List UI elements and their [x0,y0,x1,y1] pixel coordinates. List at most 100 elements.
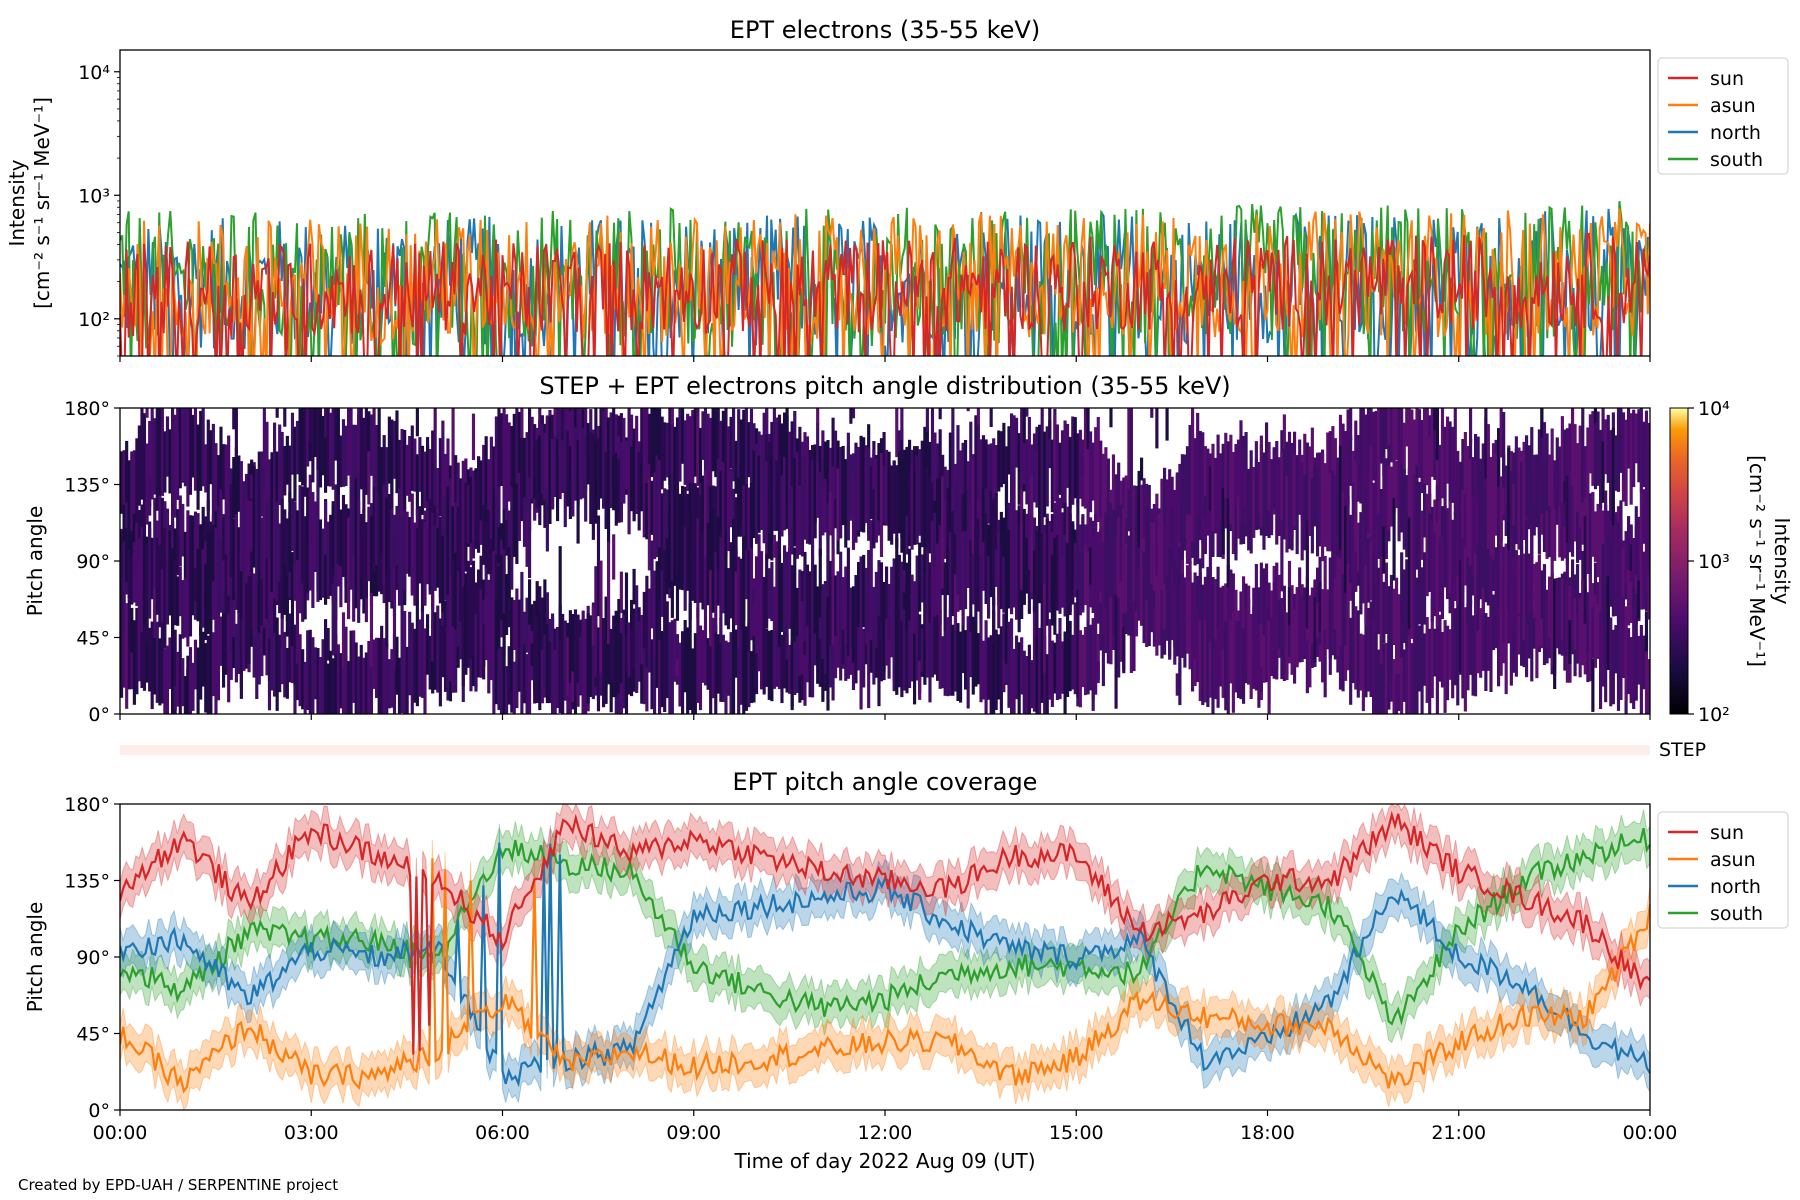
heatmap-cell [364,522,368,599]
heatmap-cell [502,492,506,594]
heatmap-cell [1091,618,1095,700]
heatmap-cell [1486,474,1490,550]
heatmap-cell [1203,446,1207,497]
heatmap-cell [1323,590,1327,698]
heatmap-cell [193,639,198,690]
heatmap-cell [839,454,843,539]
heatmap-cell [1002,613,1006,659]
x-tick-label: 15:00 [1049,1122,1104,1144]
heatmap-cell [1313,465,1317,527]
heatmap-cell [1379,408,1383,464]
heatmap-cell [1451,600,1455,699]
heatmap-cell [703,408,708,486]
heatmap-cell [645,408,649,487]
heatmap-cell [497,648,501,710]
heatmap-cell [158,544,162,628]
heatmap-cell [293,426,297,502]
heatmap-cell [849,454,853,517]
heatmap-cell [441,598,445,678]
heatmap-cell [451,547,455,627]
heatmap-cell [1596,603,1600,659]
heatmap-cell [168,530,172,616]
heatmap-cell [408,611,412,696]
heatmap-cell [357,656,361,714]
heatmap-cell [280,451,284,490]
heatmap-cell [1614,512,1618,617]
heatmap-cell [956,558,960,609]
heatmap-cell [1038,503,1042,604]
heatmap-cell [844,566,848,644]
heatmap-cell [209,529,213,624]
heatmap-cell [1178,575,1182,677]
heatmap-cell [173,686,177,710]
heatmap-cell [443,600,448,692]
heatmap-cell [739,419,743,526]
heatmap-cell [1035,636,1039,714]
heatmap-cell [823,581,827,674]
heatmap-cell [772,534,776,558]
heatmap-cell [257,602,261,685]
heatmap-cell [1188,448,1192,515]
heatmap-cell [964,440,968,541]
heatmap-cell [1252,587,1256,689]
heatmap-cell [808,571,812,677]
heatmap-cell [719,420,723,484]
heatmap-cell [142,413,147,510]
heatmap-cell [726,426,731,483]
heatmap-cell [1163,552,1167,630]
heatmap-cell [1214,638,1218,700]
heatmap-cell [994,629,998,710]
heatmap-cell [219,426,223,523]
heatmap-cell [869,520,873,631]
heatmap-cell [150,408,154,500]
heatmap-cell [423,628,427,714]
heatmap-cell [783,545,787,633]
heatmap-cell [331,658,335,714]
heatmap-cell [1537,554,1541,647]
heatmap-cell [426,512,430,585]
heatmap-cell [974,621,978,687]
heatmap-cell [857,446,861,531]
heatmap-cell [1012,415,1016,521]
heatmap-cell [1474,459,1478,554]
heatmap-cell [354,477,358,583]
heatmap-cell [1265,613,1269,683]
heatmap-cell [737,639,741,714]
heatmap-cell [747,487,751,566]
heatmap-cell [1030,476,1034,593]
heatmap-cell [1583,462,1587,557]
heatmap-cell [834,575,838,636]
heatmap-cell [492,487,496,545]
heatmap-cell [987,524,991,588]
heatmap-cell [1361,634,1365,712]
heatmap-cell [257,451,261,539]
heatmap-cell [1407,620,1411,714]
heatmap-cell [1530,524,1534,612]
heatmap-cell [120,589,124,698]
heatmap-cell [1226,564,1230,656]
heatmap-cell [273,490,277,599]
heatmap-cell [1280,451,1284,526]
heatmap-cell [334,484,338,584]
heatmap-cell [1122,477,1126,534]
heatmap-cell [999,544,1003,610]
heatmap-cell [905,446,909,516]
heatmap-cell [265,612,269,676]
panel1-xaxis [119,356,1651,362]
heatmap-cell [1188,425,1192,456]
heatmap-cell [872,453,876,544]
heatmap-cell [448,478,453,579]
heatmap-cell [492,551,496,649]
heatmap-cell [668,476,672,574]
heatmap-cell [716,634,720,694]
series-line-sun [120,810,1650,1055]
heatmap-cell [352,524,356,622]
heatmap-cell [737,409,741,479]
heatmap-cell [548,416,552,524]
heatmap-cell [1624,419,1628,506]
heatmap-cell [507,646,511,705]
heatmap-cell [211,423,215,529]
heatmap-cell [372,639,376,689]
heatmap-cell [1532,454,1536,504]
